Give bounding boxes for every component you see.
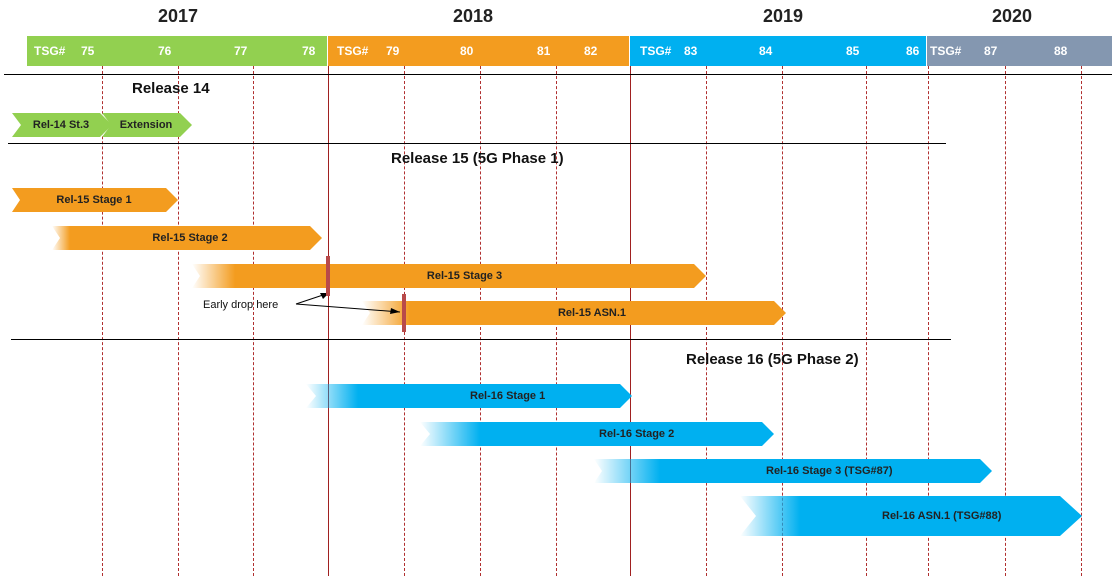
tsg-prefix-2019: TSG# [640,44,672,58]
tsg-prefix-2020: TSG# [930,44,962,58]
tsg-number-87: 87 [984,44,998,58]
early-drop-pointer-asn1-head [390,308,400,314]
early-drop-marker-stage3 [326,256,330,296]
gridline-tsg77 [253,66,254,576]
tsg-prefix-2017: TSG# [34,44,66,58]
release15-heading: Release 15 (5G Phase 1) [391,150,564,167]
release16-heading: Release 16 (5G Phase 2) [686,351,859,368]
rel14-extension-label: Extension [119,119,173,131]
rel16-stage1-fade [306,384,358,408]
rel15-asn1-label: Rel-15 ASN.1 [557,307,627,319]
tsg-number-80: 80 [460,44,474,58]
tsg-prefix-2018: TSG# [337,44,369,58]
early-drop-pointer-asn1 [295,303,401,313]
rel14-stage3-arrow: Rel-14 St.3 [12,113,112,137]
gridline-tsg75 [102,66,103,576]
gridline-tsg85 [866,66,867,576]
tsg-band-2018 [328,36,629,66]
tsg-number-83: 83 [684,44,698,58]
rel15-stage3-label: Rel-15 Stage 3 [426,270,503,282]
rel16-stage3-label: Rel-16 Stage 3 (TSG#87) [766,465,893,477]
year-label-2017: 2017 [158,6,199,26]
tsg-number-78: 78 [302,44,316,58]
rel15-stage3-fade [192,264,235,288]
rel15-stage1-label: Rel-15 Stage 1 [56,194,132,206]
separator-release15 [8,143,946,144]
tsg-number-85: 85 [846,44,860,58]
early-drop-marker-asn1 [402,294,406,332]
tsg-band-2017 [27,36,327,66]
tsg-number-86: 86 [906,44,920,58]
tsg-number-81: 81 [537,44,551,58]
separator-release16 [11,339,951,340]
gridline-year-2018 [328,66,329,576]
tsg-band-2020 [927,36,1112,66]
year-label-2019: 2019 [763,6,804,26]
release14-heading: Release 14 [132,80,210,97]
tsg-band-2019 [630,36,926,66]
rel16-asn1-fade [740,496,800,536]
tsg-number-84: 84 [759,44,773,58]
tsg-number-82: 82 [584,44,598,58]
year-label-2020: 2020 [992,6,1033,26]
gridline-tsg87 [1005,66,1006,576]
rel14-extension-arrow: Extension [102,113,192,137]
rel15-stage2-fade [52,226,70,250]
tsg-number-76: 76 [158,44,172,58]
rel16-stage3-fade [594,459,660,483]
gridline-tsg76 [178,66,179,576]
rel16-stage2-label: Rel-16 Stage 2 [599,428,675,440]
separator-top [4,74,1112,75]
gridline-tsg86 [928,66,929,576]
rel15-stage2-label: Rel-15 Stage 2 [152,232,228,244]
early-drop-pointer-stage3 [295,292,330,305]
rel16-stage1-label: Rel-16 Stage 1 [470,390,546,402]
tsg-number-75: 75 [81,44,95,58]
rel14-extension-shape [102,113,192,137]
rel16-asn1-label: Rel-16 ASN.1 (TSG#88) [882,510,1002,522]
rel16-stage2-fade [420,422,480,446]
tsg-number-79: 79 [386,44,400,58]
year-label-2018: 2018 [453,6,494,26]
gridline-tsg88 [1081,66,1082,576]
tsg-number-77: 77 [234,44,248,58]
early-drop-annotation: Early drop here [203,299,279,311]
rel14-stage3-label: Rel-14 St.3 [32,119,90,131]
rel14-stage3-shape [12,113,112,137]
tsg-number-88: 88 [1054,44,1068,58]
